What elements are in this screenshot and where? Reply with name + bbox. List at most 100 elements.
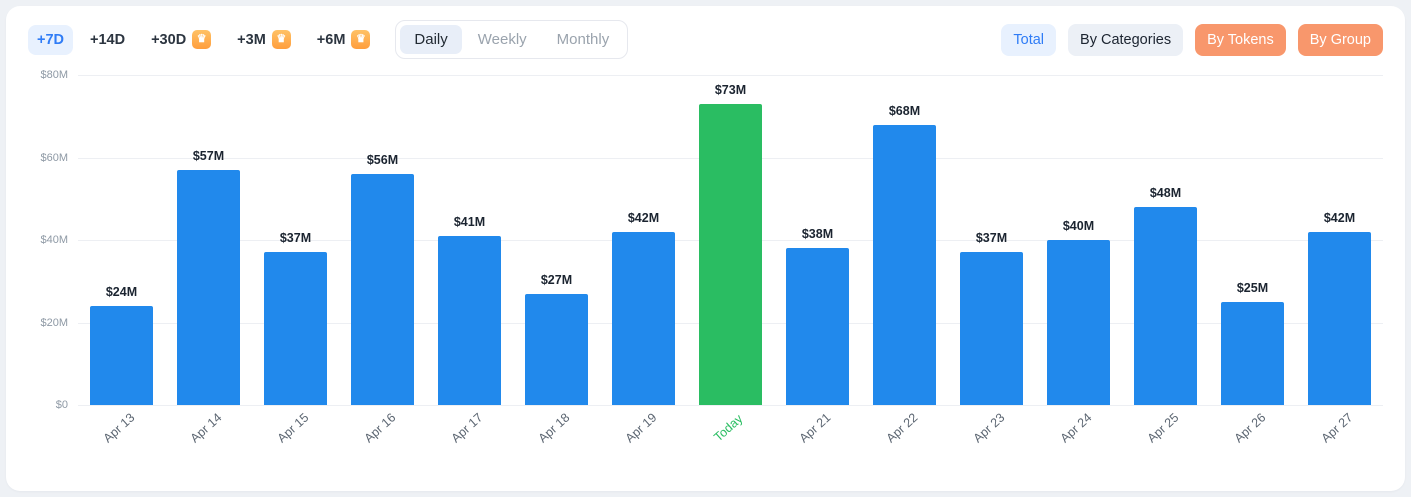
gridline	[78, 75, 1383, 76]
bar-value-label: $56M	[366, 153, 399, 167]
x-tick-label: Apr 25	[1144, 410, 1181, 446]
bar-value-label: $42M	[627, 210, 660, 225]
bar-apr-15[interactable]	[264, 252, 327, 405]
x-tick: Apr 15	[252, 405, 339, 463]
plot-area: $24M $57M $37M $56M $41M $27M $42M $73M $38M $68M…	[78, 75, 1383, 406]
x-tick-label: Apr 26	[1231, 410, 1268, 446]
x-tick-label: Apr 22	[883, 410, 920, 446]
x-tick: Apr 24	[1035, 405, 1122, 463]
bar-column: $56M	[339, 75, 426, 405]
bars-container: $24M $57M $37M $56M $41M $27M $42M $73M $38M $68M…	[78, 75, 1383, 405]
x-tick-label: Apr 17	[448, 410, 485, 446]
bar-apr-27[interactable]	[1308, 231, 1371, 405]
bar-today[interactable]	[699, 103, 762, 405]
y-tick-label: $0	[55, 399, 68, 411]
x-tick: Apr 23	[948, 405, 1035, 463]
x-tick-label: Apr 18	[535, 410, 572, 446]
bar-column: $38M	[774, 75, 861, 405]
bar-value-label: $25M	[1236, 280, 1269, 295]
x-tick: Apr 16	[339, 405, 426, 463]
range-button-30d[interactable]: +30D ♛	[142, 23, 220, 56]
bar-apr-19[interactable]	[612, 231, 675, 405]
x-tick: Apr 18	[513, 405, 600, 463]
x-tick: Apr 22	[861, 405, 948, 463]
view-button-by-categories[interactable]: By Categories	[1068, 23, 1184, 56]
bar-column: $37M	[948, 75, 1035, 405]
bar-value-label: $73M	[714, 82, 747, 97]
range-button-label: +3M	[237, 31, 266, 48]
bar-value-label: $37M	[975, 231, 1008, 246]
bar-value-label: $68M	[888, 103, 921, 118]
x-tick-label: Apr 15	[274, 410, 311, 446]
gridline	[78, 405, 1383, 406]
crown-icon: ♛	[351, 30, 371, 49]
x-tick-label: Apr 21	[796, 410, 833, 446]
view-button-by-group[interactable]: By Group	[1297, 23, 1383, 56]
range-button-3m[interactable]: +3M ♛	[228, 23, 300, 56]
bar-column: $27M	[513, 75, 600, 405]
unlocks-chart-card: +7D +14D +30D ♛ +3M ♛ +6M ♛ Daily Weekly Monthly …	[6, 6, 1405, 491]
y-tick-label: $20M	[40, 316, 68, 329]
bar-column: $25M	[1209, 75, 1296, 405]
range-button-14d[interactable]: +14D	[81, 25, 134, 55]
granularity-selector: Daily Weekly Monthly	[395, 20, 629, 59]
bar-column: $57M	[165, 75, 252, 405]
x-tick: Apr 27	[1296, 405, 1383, 463]
bar-apr-16[interactable]	[351, 174, 414, 405]
x-tick-label: Apr 24	[1057, 410, 1094, 446]
bar-value-label: $40M	[1062, 219, 1095, 233]
bar-apr-18[interactable]	[525, 293, 588, 405]
x-tick-label-today: Today	[710, 411, 745, 445]
x-tick: Apr 14	[165, 405, 252, 463]
view-button-total[interactable]: Total	[1001, 23, 1057, 56]
bar-column: $37M	[252, 75, 339, 405]
crown-icon: ♛	[192, 30, 212, 49]
tab-monthly[interactable]: Monthly	[543, 25, 624, 54]
bar-apr-13[interactable]	[90, 306, 153, 405]
y-tick-label: $60M	[40, 151, 68, 164]
bar-value-label: $48M	[1149, 186, 1182, 200]
bar-column: $42M	[600, 75, 687, 405]
x-tick: Apr 17	[426, 405, 513, 463]
bar-apr-17[interactable]	[438, 235, 501, 405]
x-tick-label: Apr 16	[361, 410, 398, 446]
x-tick-label: Apr 23	[970, 410, 1007, 446]
x-tick-label: Apr 27	[1318, 410, 1355, 446]
y-tick-label: $40M	[40, 234, 68, 246]
range-selector: +7D +14D +30D ♛ +3M ♛ +6M ♛	[28, 23, 379, 56]
bar-chart: $80M $60M $40M $20M $0 $24M $57M $37M $56M $41M $…	[28, 69, 1383, 487]
bar-column: $73M	[687, 75, 774, 405]
x-tick: Apr 25	[1122, 405, 1209, 463]
bar-apr-14[interactable]	[177, 169, 240, 405]
bar-apr-23[interactable]	[960, 252, 1023, 405]
tab-weekly[interactable]: Weekly	[464, 25, 541, 54]
x-tick: Today	[687, 405, 774, 463]
bar-apr-24[interactable]	[1047, 240, 1110, 405]
bar-apr-21[interactable]	[786, 248, 849, 405]
bar-value-label: $38M	[801, 227, 834, 242]
y-tick-label: $80M	[40, 69, 68, 81]
y-axis: $80M $60M $40M $20M $0	[28, 69, 78, 411]
x-axis: Apr 13 Apr 14 Apr 15 Apr 16 Apr 17 Apr 18 Apr …	[78, 405, 1383, 463]
bar-column: $48M	[1122, 75, 1209, 405]
crown-icon: ♛	[271, 30, 291, 49]
tab-daily[interactable]: Daily	[400, 25, 462, 54]
x-tick-label: Apr 13	[100, 410, 137, 446]
range-button-7d[interactable]: +7D	[28, 24, 74, 55]
bar-column: $41M	[426, 75, 513, 405]
x-tick-label: Apr 14	[187, 410, 224, 446]
x-tick: Apr 21	[774, 405, 861, 463]
range-button-label: +7D	[37, 31, 65, 48]
bar-apr-22[interactable]	[873, 124, 936, 405]
bar-apr-26[interactable]	[1221, 301, 1284, 405]
x-tick: Apr 19	[600, 405, 687, 463]
bar-apr-25[interactable]	[1134, 207, 1197, 405]
range-button-label: +14D	[90, 31, 126, 48]
bar-value-label: $42M	[1323, 210, 1356, 225]
range-button-6m[interactable]: +6M ♛	[308, 23, 380, 56]
bar-column: $40M	[1035, 75, 1122, 405]
view-button-by-tokens[interactable]: By Tokens	[1195, 23, 1286, 56]
bar-value-label: $57M	[192, 148, 225, 163]
bar-column: $68M	[861, 75, 948, 405]
x-axis-spacer	[28, 405, 78, 463]
